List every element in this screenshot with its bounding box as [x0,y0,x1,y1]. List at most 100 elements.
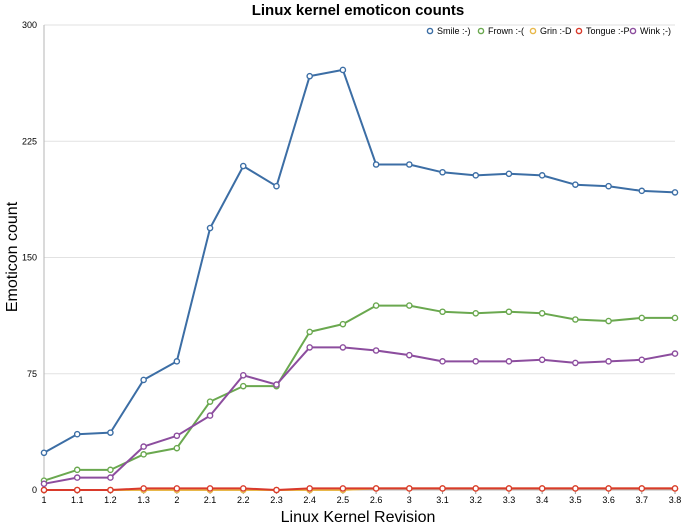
data-point-smile [671,189,679,196]
data-point-wink [538,356,546,364]
data-point-wink [605,358,612,365]
data-point-frown [206,398,214,405]
data-point-frown [107,466,114,474]
data-point-smile [140,376,147,384]
data-point-wink [339,344,347,351]
legend-label-grin: Grin :-D [540,26,572,36]
data-point-tongue [40,486,48,494]
data-point-wink [306,344,313,351]
data-point-smile [173,358,181,365]
axes: 0 75 150 225 300 1 1.1 1.2 1.3 2 2.1 2.2 2.3 2.4 2.5 2.… [22,20,681,505]
x-tick-label: 2.5 [337,495,350,505]
data-point-tongue [73,486,81,494]
x-tick-label: 1.2 [104,495,117,505]
x-tick-label: 2.4 [303,495,316,505]
data-point-frown [372,302,380,309]
data-point-frown [638,314,646,322]
y-tick-label: 75 [27,369,37,379]
legend-marker-frown [477,27,485,35]
x-tick-label: 2.3 [270,495,283,505]
x-tick-label: 1.1 [71,495,84,505]
series-group [40,66,679,494]
data-point-tongue [572,485,579,492]
data-point-frown [140,451,147,458]
legend-marker-grin [529,27,537,35]
data-point-wink [140,443,147,450]
x-tick-label: 1 [41,495,46,505]
legend-label-smile: Smile :-) [437,26,471,36]
series-line-wink [43,346,676,485]
data-point-smile [372,161,380,168]
data-point-smile [339,66,347,74]
data-point-tongue [505,485,513,492]
data-point-smile [239,162,247,170]
data-point-wink [40,480,48,488]
x-tick-label: 3.1 [436,495,449,505]
y-tick-label: 0 [32,485,37,495]
data-point-frown [239,382,247,390]
data-point-tongue [472,485,480,492]
x-tick-label: 2.2 [237,495,250,505]
data-point-wink [372,347,380,354]
data-point-tongue [538,485,546,492]
data-point-frown [173,444,181,452]
data-point-frown [505,308,513,316]
legend-label-wink: Wink ;-) [640,26,671,36]
data-point-frown [439,308,446,316]
data-point-tongue [140,485,147,492]
x-tick-label: 3.3 [503,495,516,505]
legend: Smile :-) Frown :-(Grin :-D Tongue :-P Wink… [426,26,671,36]
x-tick-label: 2.1 [204,495,217,505]
data-point-smile [306,72,313,80]
legend-marker-smile [426,27,434,35]
series-line-frown [43,304,675,482]
data-point-tongue [372,485,380,492]
data-point-tongue [605,485,612,492]
data-point-wink [73,474,81,481]
data-point-smile [439,168,446,176]
data-point-smile [273,182,280,190]
x-tick-label: 3.5 [569,495,582,505]
data-point-tongue [671,485,679,492]
data-point-tongue [306,485,313,492]
data-point-tongue [239,485,247,492]
data-point-smile [605,182,612,190]
data-point-wink [671,350,679,357]
x-tick-label: 2 [174,495,179,505]
data-point-frown [572,316,579,323]
x-axis-label: Linux Kernel Revision [281,509,436,526]
data-point-frown [605,317,612,325]
data-point-frown [306,328,313,336]
data-point-wink [107,474,114,481]
data-point-smile [572,181,579,188]
data-point-smile [638,187,646,195]
data-point-frown [671,314,679,322]
x-tick-label: 3 [407,495,412,505]
data-point-smile [206,224,214,232]
x-tick-label: 3.6 [602,495,615,505]
data-point-wink [439,358,446,365]
data-point-frown [472,309,480,317]
data-point-frown [538,309,546,317]
data-point-smile [406,161,413,168]
data-point-tongue [638,485,646,492]
y-axis-label: Emoticon count [4,201,21,312]
legend-marker-wink [629,27,637,35]
x-tick-label: 3.4 [536,495,549,505]
data-point-frown [73,466,81,474]
data-point-frown [406,302,413,309]
data-point-smile [107,429,114,436]
data-point-tongue [273,486,280,494]
data-point-frown [339,320,347,328]
legend-marker-tongue [575,27,583,35]
y-tick-label: 150 [22,253,37,263]
data-point-tongue [439,485,446,492]
data-point-wink [239,371,247,379]
data-point-tongue [107,486,114,494]
x-tick-label: 3.7 [636,495,649,505]
data-point-wink [572,359,579,367]
series-line-smile [43,68,676,454]
x-tick-label: 2.6 [370,495,383,505]
data-point-wink [206,412,214,419]
